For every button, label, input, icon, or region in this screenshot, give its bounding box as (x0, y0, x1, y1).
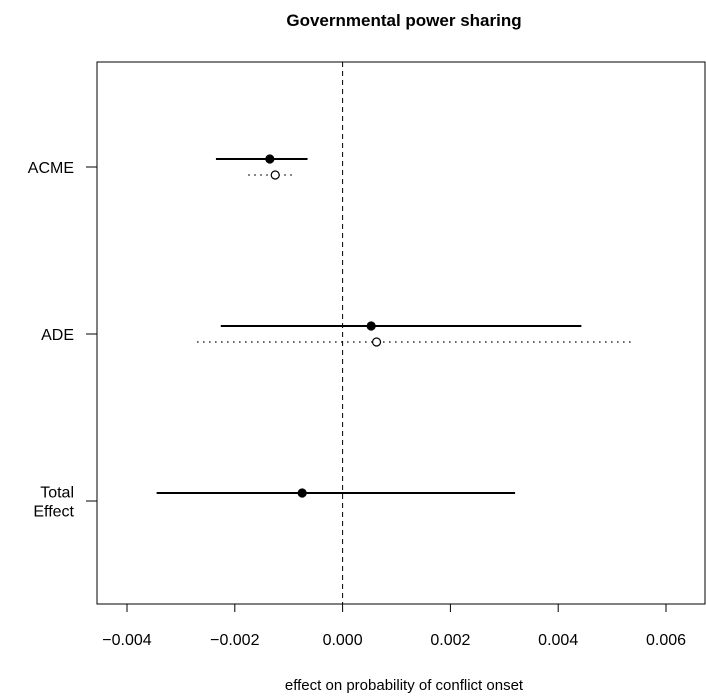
point-estimate (371, 337, 382, 347)
series-layer (156, 154, 631, 498)
point-estimate (297, 488, 307, 498)
x-tick-label: −0.004 (102, 632, 151, 649)
x-tick-label: 0.000 (323, 632, 363, 649)
plot-frame (96, 61, 706, 605)
y-tick-label: ACME (28, 160, 74, 177)
y-axis: ACME ADE Total Effect (28, 160, 97, 521)
chart-title: Governmental power sharing (286, 11, 521, 30)
x-tick-label: 0.006 (646, 632, 686, 649)
x-tick-label: 0.002 (430, 632, 470, 649)
point-estimate (366, 321, 376, 331)
y-tick-label: Total (40, 485, 74, 502)
y-tick-label: ADE (41, 327, 74, 344)
point-estimate (270, 170, 280, 180)
y-tick-label: Effect (33, 504, 74, 521)
point-estimate (265, 154, 275, 164)
x-tick-label: −0.002 (210, 632, 259, 649)
x-axis-label: effect on probability of conflict onset (285, 677, 524, 694)
x-axis: −0.004 −0.002 0.000 0.002 0.004 0.006 (102, 603, 686, 649)
x-tick-label: 0.004 (538, 632, 578, 649)
